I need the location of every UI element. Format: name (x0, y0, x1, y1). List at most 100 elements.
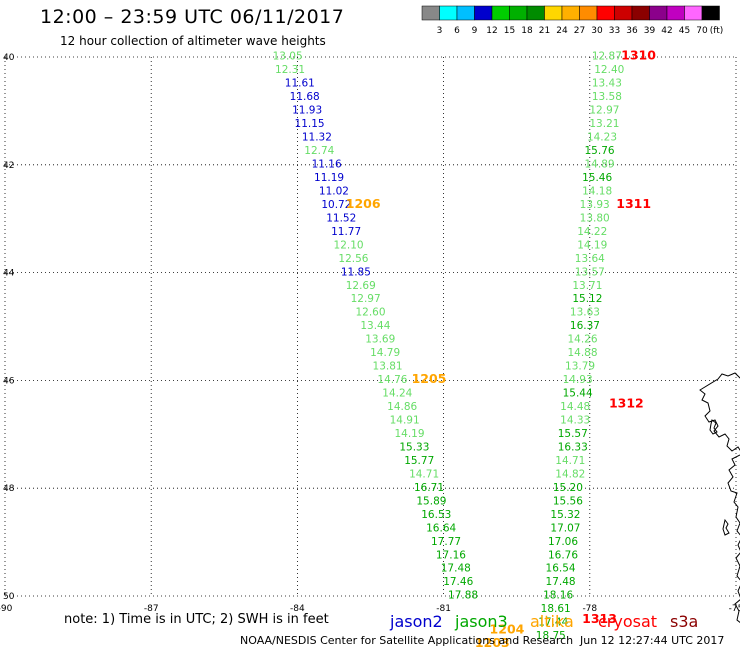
axis-tick-labels: -90 -87 -84 -81 -78 -75 40 42 44 46 48 50 (0, 53, 740, 614)
wave-height-label: 13.57 (575, 266, 605, 278)
wave-height-label: 12.97 (589, 105, 619, 117)
x-tick-label: -87 (144, 604, 159, 614)
footer-timestamp: Jun 12 12:27:44 UTC 2017 (580, 634, 725, 647)
wave-height-label: 15.20 (553, 482, 583, 494)
page-title: 12:00 – 23:59 UTC 06/11/2017 (40, 6, 345, 28)
wave-height-label: 16.33 (558, 441, 588, 453)
y-tick-label: 40 (3, 53, 15, 63)
wave-height-label: 12.87 (592, 51, 622, 63)
wave-height-label: 13.43 (592, 78, 622, 90)
wave-height-label: 13.64 (575, 253, 605, 265)
legend: note: 1) Time is in UTC; 2) SWH is in fe… (0, 612, 740, 634)
wave-height-label: 13.44 (360, 320, 390, 332)
footer: NOAA/NESDIS Center for Satellite Applica… (0, 634, 740, 650)
wave-height-label: 14.26 (567, 334, 597, 346)
wave-height-label: 17.48 (546, 576, 576, 588)
wave-height-label: 11.85 (341, 266, 371, 278)
colorbar-label: 70 (696, 26, 708, 36)
wave-height-label: 15.89 (416, 495, 446, 507)
wave-height-label: 17.88 (448, 590, 478, 602)
colorbar-label: 30 (591, 26, 603, 36)
colorbar-label: 21 (539, 26, 550, 36)
wave-height-label: 15.77 (404, 455, 434, 467)
wave-height-label: 15.56 (553, 495, 583, 507)
wave-height-label: 17.48 (441, 563, 471, 575)
wave-height-label: 15.44 (563, 388, 593, 400)
wave-height-label: 12.97 (351, 293, 381, 305)
colorbar-label: 27 (574, 26, 585, 36)
wave-height-label: 16.53 (421, 509, 451, 521)
wave-height-label: 14.86 (387, 401, 417, 413)
colorbar-label: 45 (679, 26, 690, 36)
wave-height-label: 11.77 (331, 226, 361, 238)
wave-height-label: 13.71 (572, 280, 602, 292)
wave-height-label: 15.46 (582, 172, 612, 184)
colorbar-label: 3 (437, 26, 443, 36)
wave-height-label: 11.19 (314, 172, 344, 184)
legend-jason2: jason2 (390, 612, 443, 631)
wave-height-label: 16.54 (546, 563, 576, 575)
wave-height-label: 11.16 (312, 158, 342, 170)
colorbar-label: 39 (644, 26, 656, 36)
wave-height-label: 14.23 (587, 132, 617, 144)
wave-height-label: 14.89 (585, 158, 615, 170)
wave-height-label: 13.63 (570, 307, 600, 319)
time-label: 1206 (346, 196, 381, 211)
wave-height-label: 11.68 (290, 91, 320, 103)
time-label: 1205 (412, 371, 447, 386)
wave-height-label: 13.93 (580, 199, 610, 211)
y-tick-label: 46 (3, 376, 15, 386)
wave-height-label: 17.44 (538, 617, 568, 629)
time-label: 1313 (582, 611, 617, 626)
wave-height-label: 14.76 (377, 374, 407, 386)
colorbar-unit: (ft) (710, 26, 724, 36)
colorbar-label: 12 (486, 26, 497, 36)
wave-height-label: 18.61 (541, 603, 571, 615)
colorbar-label: 18 (521, 26, 533, 36)
x-tick-label: -75 (729, 604, 740, 614)
colorbar-label: 36 (626, 26, 638, 36)
legend-note: note: 1) Time is in UTC; 2) SWH is in fe… (64, 612, 329, 627)
wave-height-label: 12.69 (346, 280, 376, 292)
colorbar-label: 9 (472, 26, 478, 36)
wave-height-label: 14.18 (582, 185, 612, 197)
wave-height-label: 11.61 (285, 78, 315, 90)
wave-height-label: 11.32 (302, 132, 332, 144)
wave-height-label: 17.46 (443, 576, 473, 588)
wave-height-label: 16.64 (426, 522, 456, 534)
wave-height-label: 12.10 (334, 239, 364, 251)
wave-height-label: 14.79 (370, 347, 400, 359)
wave-height-label: 12.74 (304, 145, 334, 157)
y-tick-label: 44 (3, 269, 15, 279)
wave-height-label: 14.33 (560, 415, 590, 427)
wave-height-label: 11.15 (295, 118, 325, 130)
wave-height-label: 13.58 (592, 91, 622, 103)
coastline (699, 372, 740, 624)
y-tick-label: 50 (3, 592, 15, 602)
time-label: 1312 (609, 395, 644, 410)
page-subtitle: 12 hour collection of altimeter wave hei… (60, 34, 326, 48)
wave-height-label: 13.79 (565, 361, 595, 373)
wave-height-label: 14.19 (577, 239, 607, 251)
wave-height-label: 10.72 (321, 199, 351, 211)
wave-height-label: 15.12 (572, 293, 602, 305)
wave-height-label: 11.52 (326, 212, 356, 224)
wave-height-label: 17.77 (431, 536, 461, 548)
wave-height-label: 13.21 (589, 118, 619, 130)
colorbar-swatch (701, 5, 720, 21)
wave-height-label: 14.22 (577, 226, 607, 238)
colorbar-label: 33 (609, 26, 620, 36)
wave-height-label: 13.80 (580, 212, 610, 224)
wave-height-label: 17.16 (436, 549, 466, 561)
x-tick-label: -81 (436, 604, 451, 614)
wave-height-label: 14.19 (394, 428, 424, 440)
time-label: 1204 (490, 622, 525, 637)
wave-height-label: 15.32 (550, 509, 580, 521)
wave-height-label: 13.05 (273, 51, 303, 63)
wave-height-label: 14.71 (555, 455, 585, 467)
colorbar-label: 42 (661, 26, 672, 36)
wave-height-label: 16.71 (414, 482, 444, 494)
